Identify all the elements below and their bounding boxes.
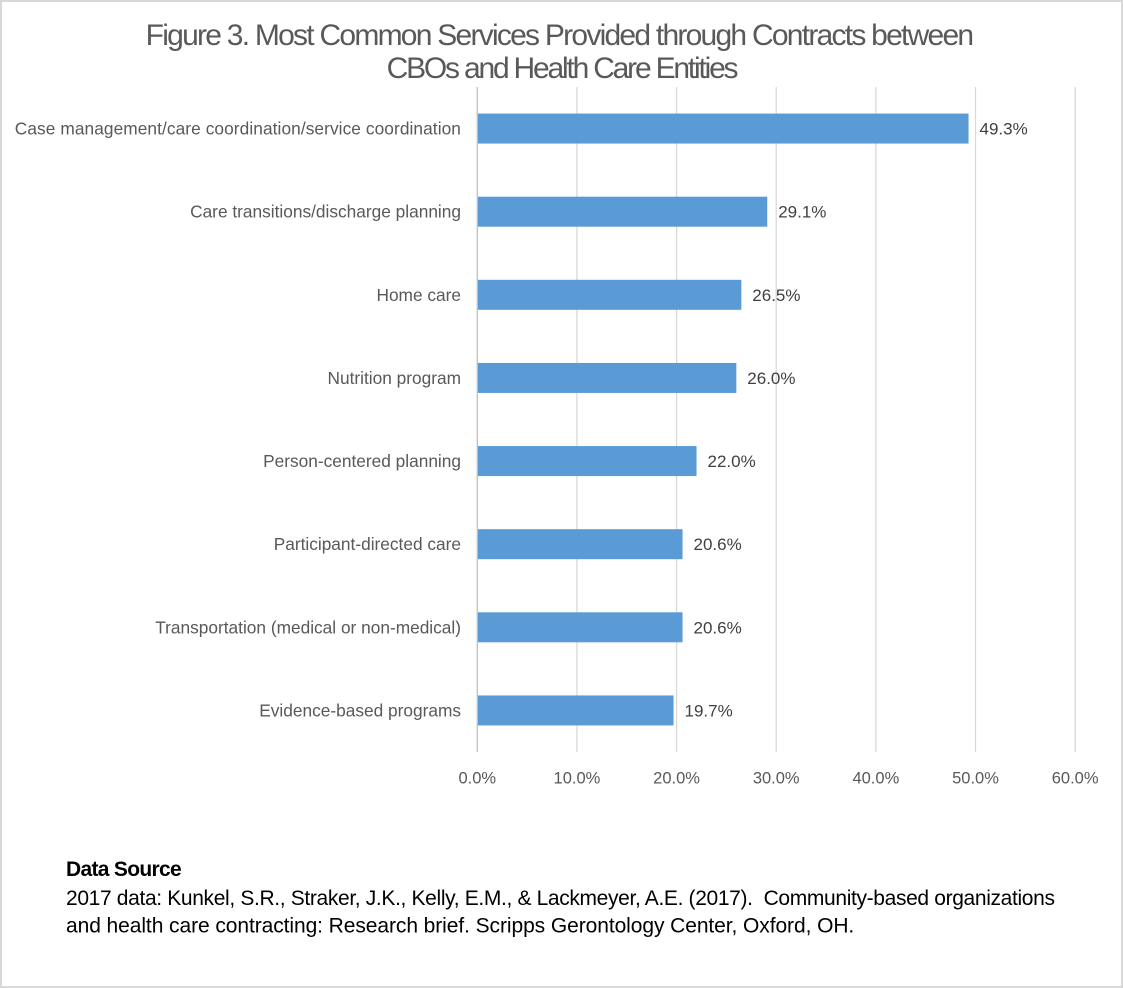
svg-text:0.0%: 0.0% — [458, 770, 496, 788]
svg-text:CBOs and Health Care Entities: CBOs and Health Care Entities — [387, 52, 738, 85]
svg-text:19.7%: 19.7% — [685, 701, 733, 720]
svg-text:10.0%: 10.0% — [554, 770, 601, 788]
svg-text:60.0%: 60.0% — [1052, 770, 1099, 788]
svg-text:26.5%: 26.5% — [752, 286, 800, 305]
svg-text:29.1%: 29.1% — [778, 203, 826, 222]
svg-text:Transportation (medical or non: Transportation (medical or non-medical) — [155, 617, 461, 637]
svg-text:Evidence-based programs: Evidence-based programs — [259, 700, 461, 720]
svg-text:26.0%: 26.0% — [747, 369, 795, 388]
svg-text:Home care: Home care — [376, 285, 461, 305]
svg-text:Nutrition program: Nutrition program — [328, 368, 462, 388]
svg-text:20.6%: 20.6% — [694, 618, 742, 637]
svg-text:20.6%: 20.6% — [694, 535, 742, 554]
svg-text:Care transitions/discharge pla: Care transitions/discharge planning — [190, 202, 461, 222]
svg-text:Person-centered planning: Person-centered planning — [263, 451, 461, 471]
svg-text:Participant-directed care: Participant-directed care — [274, 534, 461, 554]
svg-text:Case management/care coordinat: Case management/care coordination/servic… — [15, 119, 461, 139]
svg-text:Figure 3. Most Common Services: Figure 3. Most Common Services Provided … — [146, 19, 973, 52]
svg-text:30.0%: 30.0% — [753, 770, 800, 788]
svg-text:Data Source: Data Source — [66, 858, 181, 881]
svg-text:22.0%: 22.0% — [708, 452, 756, 471]
svg-text:50.0%: 50.0% — [952, 770, 999, 788]
svg-text:2017 data: Kunkel, S.R., Strak: 2017 data: Kunkel, S.R., Straker, J.K., … — [66, 887, 1055, 910]
svg-text:20.0%: 20.0% — [653, 770, 700, 788]
svg-text:and health care contracting: R: and health care contracting: Research br… — [66, 914, 854, 937]
svg-text:49.3%: 49.3% — [980, 120, 1028, 139]
svg-text:40.0%: 40.0% — [852, 770, 899, 788]
